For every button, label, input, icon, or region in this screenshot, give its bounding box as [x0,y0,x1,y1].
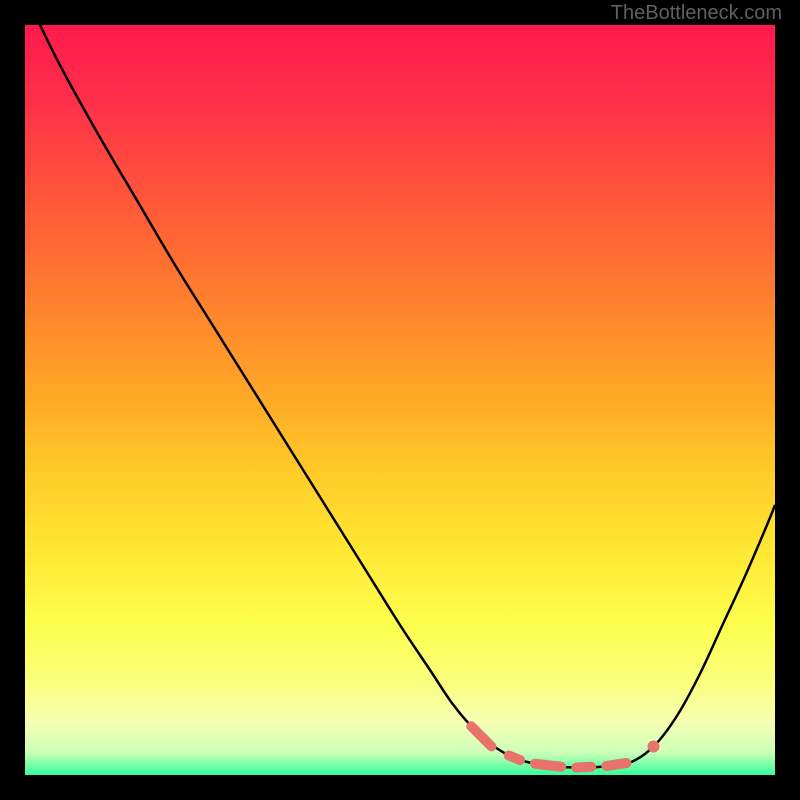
bottleneck-curve [25,25,775,775]
chart-container [25,25,775,775]
watermark-text: TheBottleneck.com [611,2,782,25]
